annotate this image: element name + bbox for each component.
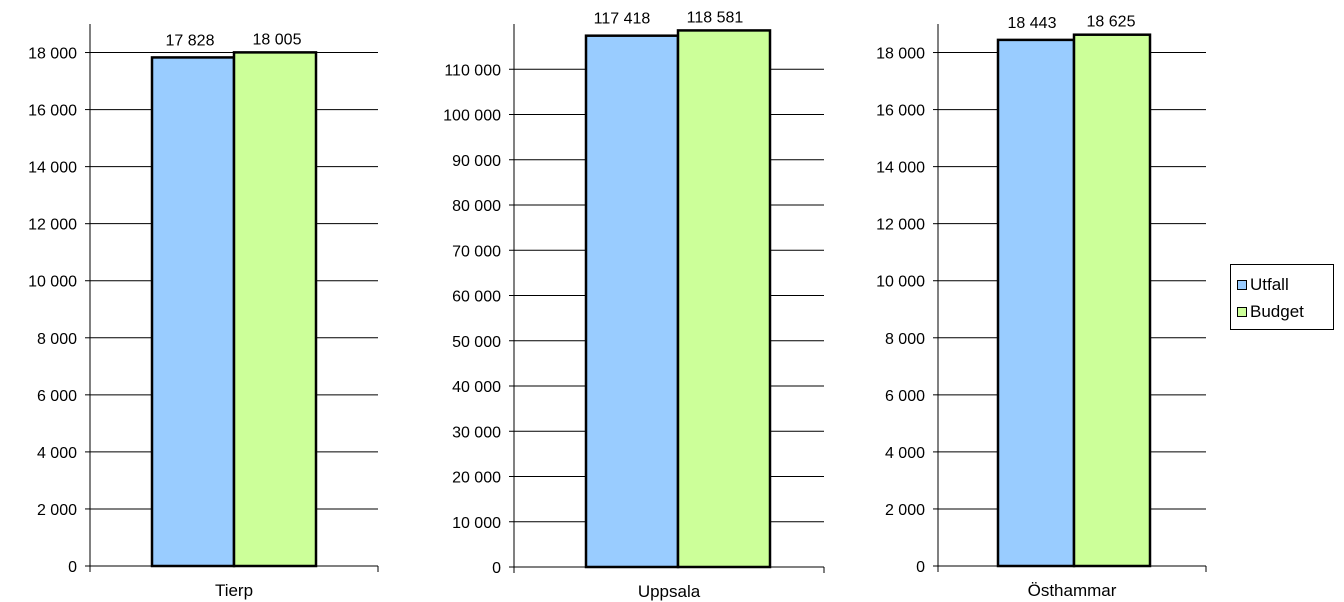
- bar-budget: [676, 29, 772, 569]
- bar-utfall: [996, 38, 1076, 568]
- y-tick-label: 2 000: [885, 502, 925, 519]
- legend-label-budget: Budget: [1250, 301, 1304, 321]
- category-label: Uppsala: [638, 582, 701, 601]
- y-tick-label: 8 000: [885, 331, 925, 348]
- bar-budget: [232, 51, 318, 568]
- legend-item-budget: Budget: [1237, 298, 1333, 325]
- y-tick-label: 50 000: [452, 334, 501, 351]
- data-label: 18 443: [1008, 15, 1057, 32]
- y-tick-label: 16 000: [876, 103, 925, 120]
- y-tick-label: 6 000: [37, 388, 77, 405]
- y-tick-label: 12 000: [28, 217, 77, 234]
- y-tick-label: 30 000: [452, 424, 501, 441]
- data-label: 117 418: [594, 11, 651, 28]
- y-tick-label: 18 000: [876, 46, 925, 63]
- y-tick-label: 70 000: [452, 243, 501, 260]
- y-tick-label: 2 000: [37, 502, 77, 519]
- y-tick-label: 20 000: [452, 470, 501, 487]
- y-tick-label: 0: [68, 559, 77, 576]
- legend-swatch-utfall: [1237, 279, 1247, 290]
- legend: Utfall Budget: [1230, 264, 1334, 330]
- y-tick-label: 14 000: [28, 160, 77, 177]
- y-tick-label: 0: [492, 560, 501, 577]
- y-tick-label: 16 000: [28, 103, 77, 120]
- legend-item-utfall: Utfall: [1237, 271, 1333, 298]
- data-label: 118 581: [687, 9, 744, 26]
- y-tick-label: 40 000: [452, 379, 501, 396]
- category-label: Östhammar: [1028, 581, 1117, 600]
- y-tick-label: 4 000: [885, 445, 925, 462]
- bar-budget: [1072, 33, 1152, 568]
- y-tick-label: 110 000: [444, 62, 501, 79]
- y-tick-label: 60 000: [452, 289, 501, 306]
- y-tick-label: 18 000: [28, 46, 77, 63]
- y-tick-label: 0: [916, 559, 925, 576]
- y-tick-label: 10 000: [28, 274, 77, 291]
- legend-swatch-budget: [1237, 306, 1247, 317]
- y-tick-label: 8 000: [37, 331, 77, 348]
- y-tick-label: 14 000: [876, 160, 925, 177]
- y-tick-label: 10 000: [452, 515, 501, 532]
- legend-label-utfall: Utfall: [1250, 274, 1289, 294]
- y-tick-label: 6 000: [885, 388, 925, 405]
- y-tick-label: 4 000: [37, 445, 77, 462]
- bar-utfall: [584, 34, 680, 569]
- y-tick-label: 10 000: [876, 274, 925, 291]
- bar-utfall: [150, 56, 236, 568]
- y-tick-label: 100 000: [443, 108, 501, 125]
- y-tick-label: 90 000: [452, 153, 501, 170]
- y-tick-label: 80 000: [452, 198, 501, 215]
- y-tick-label: 12 000: [876, 217, 925, 234]
- data-label: 18 005: [253, 31, 302, 48]
- data-label: 17 828: [166, 32, 215, 49]
- category-label: Tierp: [215, 581, 253, 600]
- data-label: 18 625: [1087, 14, 1136, 31]
